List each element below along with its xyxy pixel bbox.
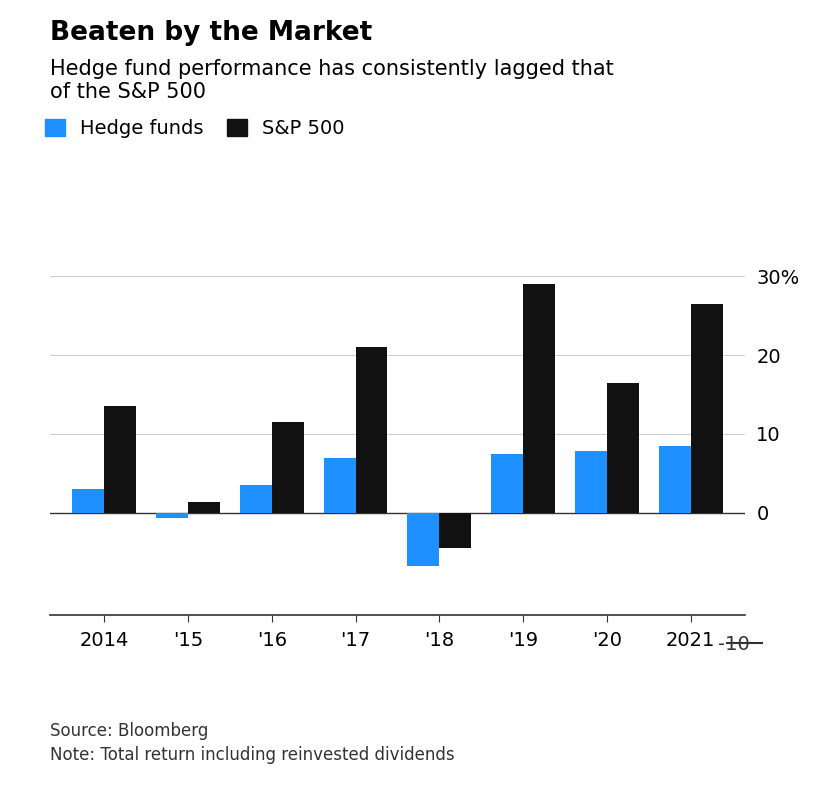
Legend: Hedge funds, S&P 500: Hedge funds, S&P 500 [45, 119, 344, 138]
Bar [355, 347, 387, 513]
Bar [271, 422, 304, 513]
Text: Hedge fund performance has consistently lagged that
of the S&P 500: Hedge fund performance has consistently … [50, 59, 613, 103]
Bar [658, 446, 690, 513]
Bar [72, 489, 104, 513]
Bar [407, 513, 439, 566]
Text: Beaten by the Market: Beaten by the Market [50, 20, 371, 46]
Bar [439, 513, 471, 548]
Text: -10: -10 [717, 635, 748, 654]
Text: Source: Bloomberg: Source: Bloomberg [50, 722, 208, 740]
Bar [188, 502, 219, 513]
Bar [490, 454, 523, 513]
Bar [240, 485, 271, 513]
Bar [323, 458, 355, 513]
Bar [575, 451, 606, 513]
Bar [606, 383, 638, 513]
Bar [523, 284, 554, 513]
Bar [104, 406, 136, 513]
Bar [690, 304, 722, 513]
Bar [156, 513, 188, 518]
Text: Note: Total return including reinvested dividends: Note: Total return including reinvested … [50, 746, 454, 764]
